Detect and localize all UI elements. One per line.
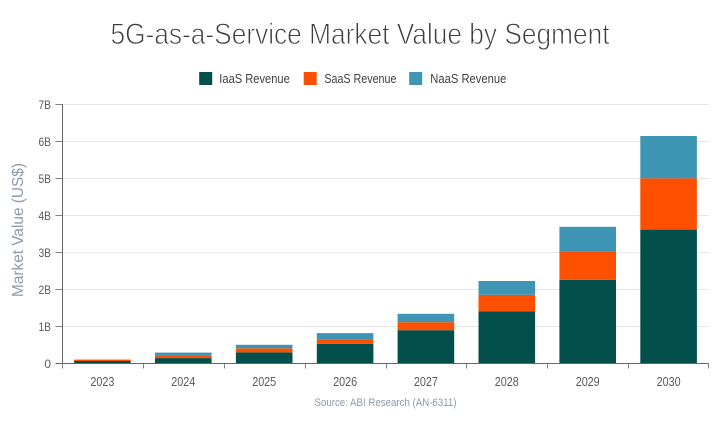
- svg-text:2026: 2026: [333, 375, 357, 389]
- svg-text:6B: 6B: [39, 135, 52, 149]
- svg-text:2B: 2B: [39, 283, 52, 297]
- svg-text:5B: 5B: [39, 172, 52, 186]
- svg-text:Market Value (US$): Market Value (US$): [10, 163, 27, 297]
- svg-text:2023: 2023: [90, 375, 114, 389]
- svg-text:3B: 3B: [39, 246, 52, 260]
- svg-text:IaaS Revenue: IaaS Revenue: [219, 71, 289, 86]
- svg-text:2028: 2028: [495, 375, 519, 389]
- svg-text:SaaS Revenue: SaaS Revenue: [324, 71, 396, 86]
- svg-text:2027: 2027: [414, 375, 438, 389]
- svg-text:0: 0: [44, 357, 51, 371]
- svg-text:1B: 1B: [39, 320, 52, 334]
- svg-text:2029: 2029: [576, 375, 600, 389]
- svg-text:2030: 2030: [657, 375, 681, 389]
- svg-text:7B: 7B: [39, 98, 52, 112]
- svg-text:4B: 4B: [39, 209, 52, 223]
- svg-text:5G-as-a-Service Market Value b: 5G-as-a-Service Market Value by Segment: [111, 18, 611, 51]
- svg-text:NaaS Revenue: NaaS Revenue: [430, 71, 506, 86]
- svg-text:2024: 2024: [171, 375, 195, 389]
- svg-text:2025: 2025: [252, 375, 276, 389]
- svg-text:5G-as-a-Service Market Value b: 5G-as-a-Service Market Value by Segment: [111, 18, 611, 51]
- svg-text:Source: ABI Research (AN-6311): Source: ABI Research (AN-6311): [315, 397, 457, 409]
